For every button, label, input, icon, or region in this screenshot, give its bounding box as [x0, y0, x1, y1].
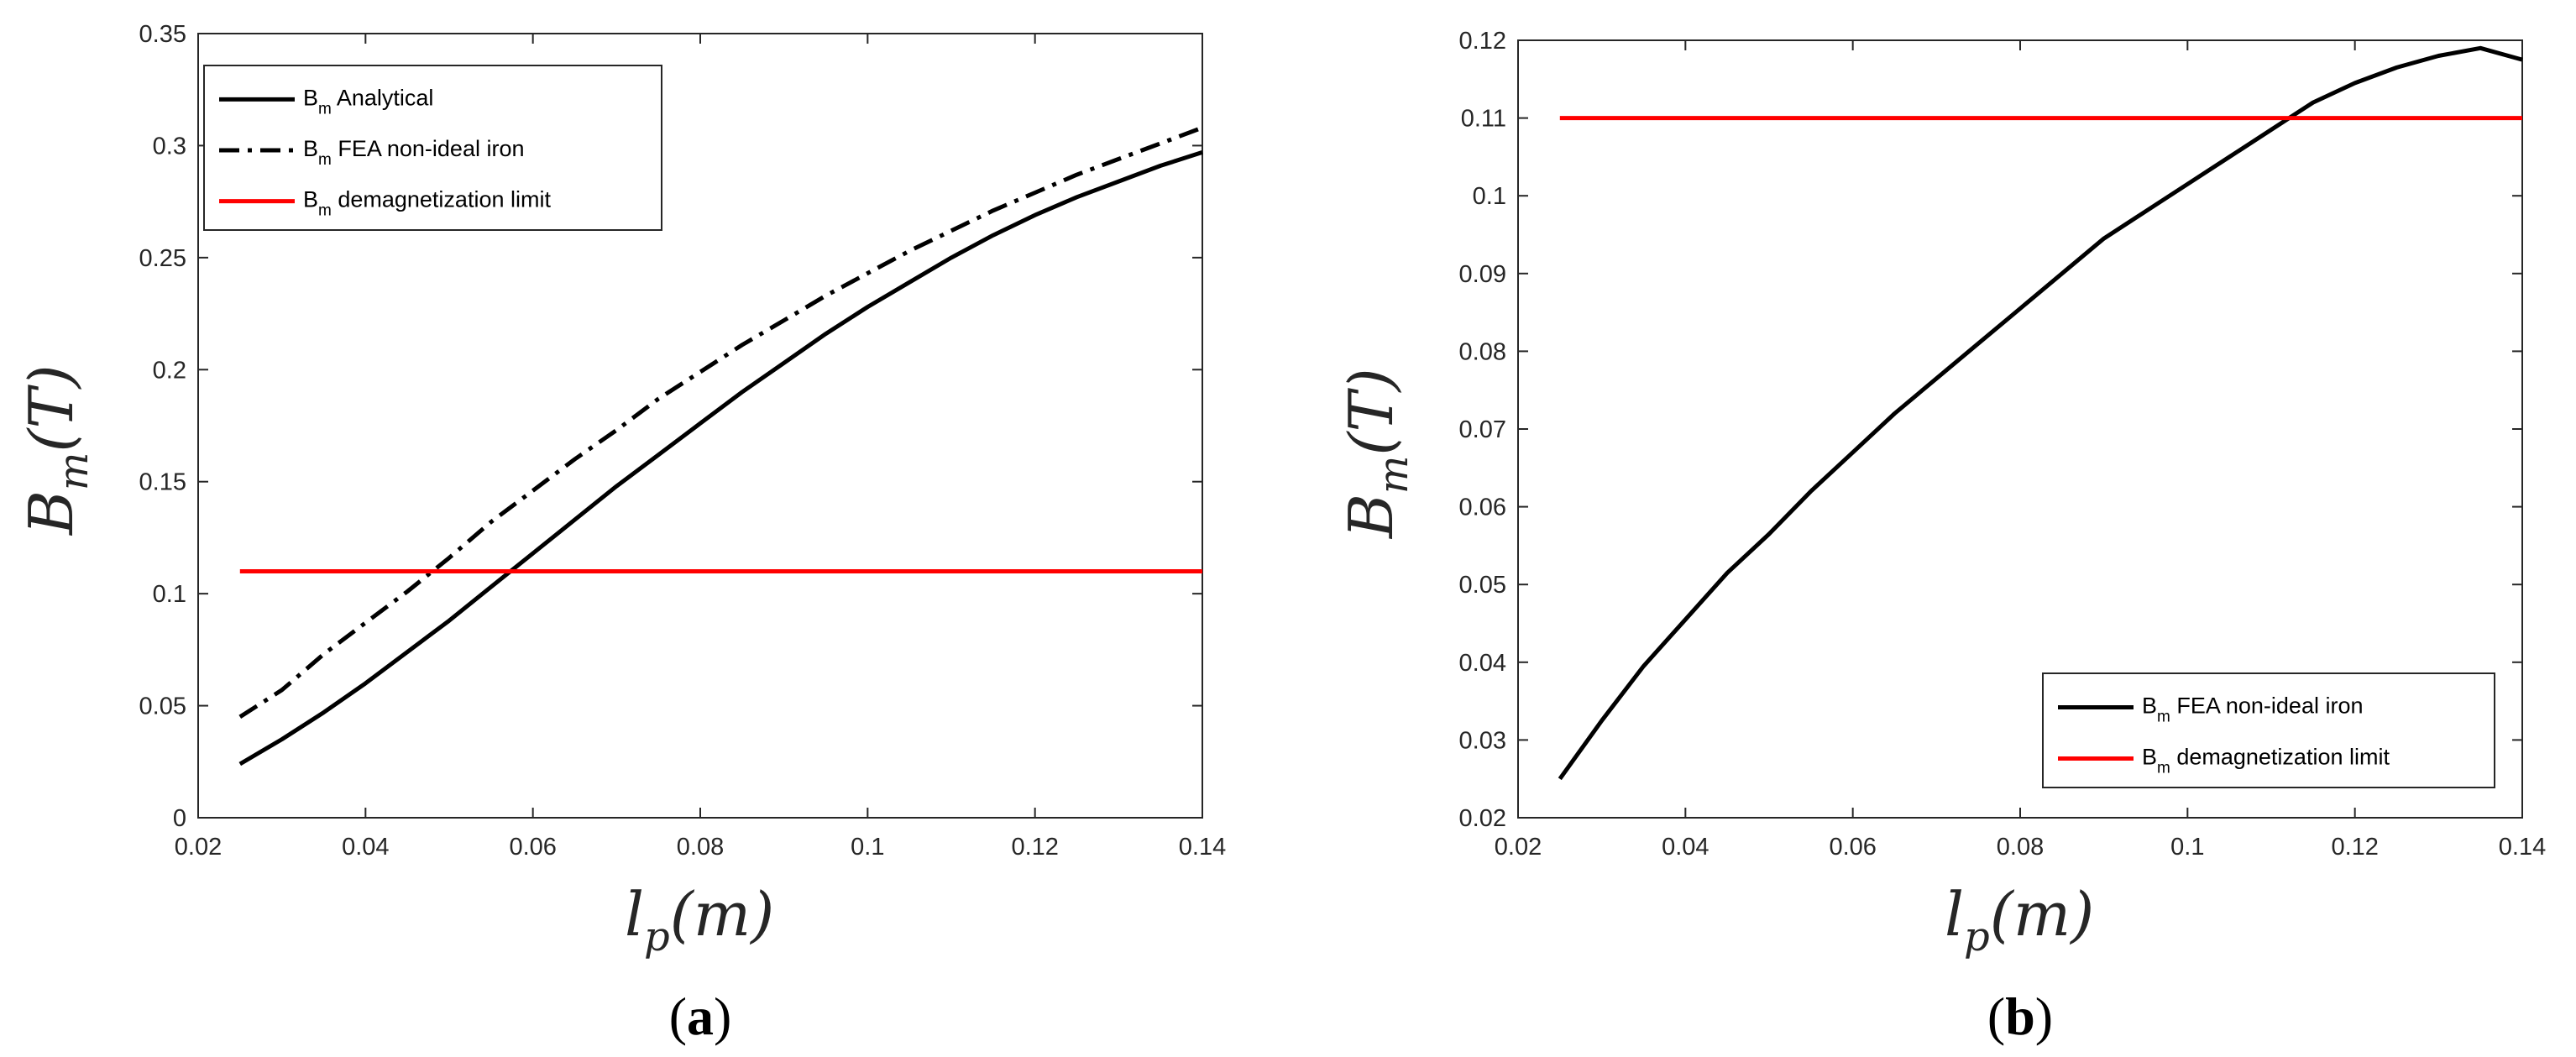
series-line-2 — [238, 125, 1203, 719]
x-tick-label: 0.14 — [1179, 834, 1226, 861]
y-tick-label: 0.06 — [1459, 494, 1506, 521]
y-axis-label: Bm(T) — [16, 364, 97, 536]
legend-entry-3-rest: demagnetization limit — [332, 187, 552, 212]
x-axis-label: lp(m) — [1945, 879, 2094, 960]
y-axis-label: Bm(T) — [1336, 368, 1417, 540]
legend-entry-1-main: B — [2142, 693, 2157, 719]
panel-caption-open: ( — [1987, 986, 2005, 1046]
legend-entry-2: Bm demagnetization limit — [2142, 745, 2390, 777]
y-tick-label: 0.3 — [153, 133, 186, 160]
y-tick-label: 0.25 — [139, 245, 186, 272]
panel-caption: (a) — [669, 986, 732, 1046]
x-tick-label: 0.08 — [677, 834, 724, 861]
legend-entry-1: Bm Analytical — [303, 85, 433, 118]
x-tick-label: 0.12 — [2331, 834, 2378, 861]
chart-panel-b: 0.02 0.04 0.06 0.08 0.1 0.12 0.14 0.02 0.03 0.04 0… — [1336, 28, 2546, 1046]
y-axis-label-main: B — [1336, 494, 1406, 540]
x-tick-label: 0.12 — [1011, 834, 1058, 861]
legend-entry-3-sub: m — [318, 202, 332, 220]
legend-entry-2-sub: m — [2157, 760, 2170, 777]
x-axis-label-main: l — [625, 879, 644, 950]
x-tick-label: 0.04 — [342, 834, 389, 861]
legend-entry-1-rest: FEA non-ideal iron — [2170, 693, 2364, 719]
y-tick-label: 0.09 — [1459, 261, 1506, 288]
y-axis-label-rest: (T) — [1336, 368, 1406, 455]
x-tick-label: 0.06 — [509, 834, 556, 861]
x-tick-label: 0.1 — [2170, 834, 2204, 861]
x-tick-label: 0.08 — [1997, 834, 2044, 861]
x-tick-label: 0.06 — [1829, 834, 1876, 861]
y-tick-label: 0.11 — [1461, 106, 1506, 133]
x-axis-label-rest: (m) — [670, 879, 774, 950]
y-axis-label-sub: m — [1370, 456, 1417, 494]
y-axis-label-sub: m — [50, 453, 97, 491]
y-tick-label: 0.15 — [139, 469, 186, 496]
y-axis-label-group: Bm(T) — [16, 364, 97, 536]
x-axis-label-main: l — [1945, 879, 1964, 950]
y-tick-label: 0.05 — [139, 693, 186, 720]
x-tick-label: 0.14 — [2499, 834, 2546, 861]
y-axis-label-main: B — [16, 490, 86, 536]
y-tick-label: 0.02 — [1459, 805, 1506, 832]
y-tick-label: 0.1 — [153, 581, 186, 608]
y-tick-label: 0.03 — [1459, 727, 1506, 754]
legend-entry-1: Bm FEA non-ideal iron — [2142, 693, 2363, 726]
panel-caption-letter: b — [2005, 986, 2035, 1046]
panel-caption: (b) — [1987, 986, 2053, 1046]
y-tick-label: 0.05 — [1459, 572, 1506, 599]
legend-entry-1-sub: m — [318, 100, 332, 118]
y-tick-label: 0.35 — [139, 21, 186, 48]
legend-entry-3-main: B — [303, 187, 318, 212]
y-tick-label: 0.2 — [153, 357, 186, 384]
y-axis-label-group: Bm(T) — [1336, 368, 1417, 540]
x-axis-label: lp(m) — [625, 879, 774, 960]
x-axis-label-sub: p — [644, 913, 670, 960]
y-tick-label: 0.12 — [1459, 28, 1506, 55]
y-tick-label: 0.04 — [1459, 650, 1506, 677]
legend-entry-2: Bm FEA non-ideal iron — [303, 136, 524, 169]
legend-entry-2-main: B — [303, 136, 318, 161]
legend-entry-1-sub: m — [2157, 709, 2170, 726]
panel-caption-letter: a — [687, 986, 714, 1046]
chart-panel-a: 0.02 0.04 0.06 0.08 0.1 0.12 0.14 0 0.05 0.1 0.15 0… — [16, 21, 1226, 1046]
panel-caption-open: ( — [669, 986, 687, 1046]
legend-entry-3: Bm demagnetization limit — [303, 187, 551, 220]
legend-entry-2-sub: m — [318, 151, 332, 169]
y-axis-label-rest: (T) — [16, 364, 86, 452]
panel-caption-close: ) — [714, 986, 731, 1046]
x-axis-label-rest: (m) — [1990, 879, 2094, 950]
x-tick-label: 0.02 — [1495, 834, 1542, 861]
legend-entry-2-main: B — [2142, 745, 2157, 770]
legend-entry-2-rest: FEA non-ideal iron — [332, 136, 525, 161]
x-tick-label: 0.02 — [175, 834, 222, 861]
legend-entry-2-rest: demagnetization limit — [2170, 745, 2390, 770]
legend-box — [2042, 672, 2495, 788]
y-tick-label: 0.07 — [1459, 416, 1506, 443]
y-tick-label: 0.1 — [1473, 183, 1506, 210]
x-tick-label: 0.1 — [851, 834, 884, 861]
panel-caption-close: ) — [2035, 986, 2053, 1046]
y-tick-label: 0.08 — [1459, 338, 1506, 365]
legend-entry-1-rest: Analytical — [332, 85, 434, 110]
legend-entry-1-main: B — [303, 85, 318, 110]
series-line-1 — [1558, 45, 2523, 781]
x-axis-label-sub: p — [1964, 913, 1990, 960]
y-tick-label: 0 — [173, 805, 186, 832]
x-tick-label: 0.04 — [1662, 834, 1709, 861]
series-line-1 — [238, 150, 1203, 767]
